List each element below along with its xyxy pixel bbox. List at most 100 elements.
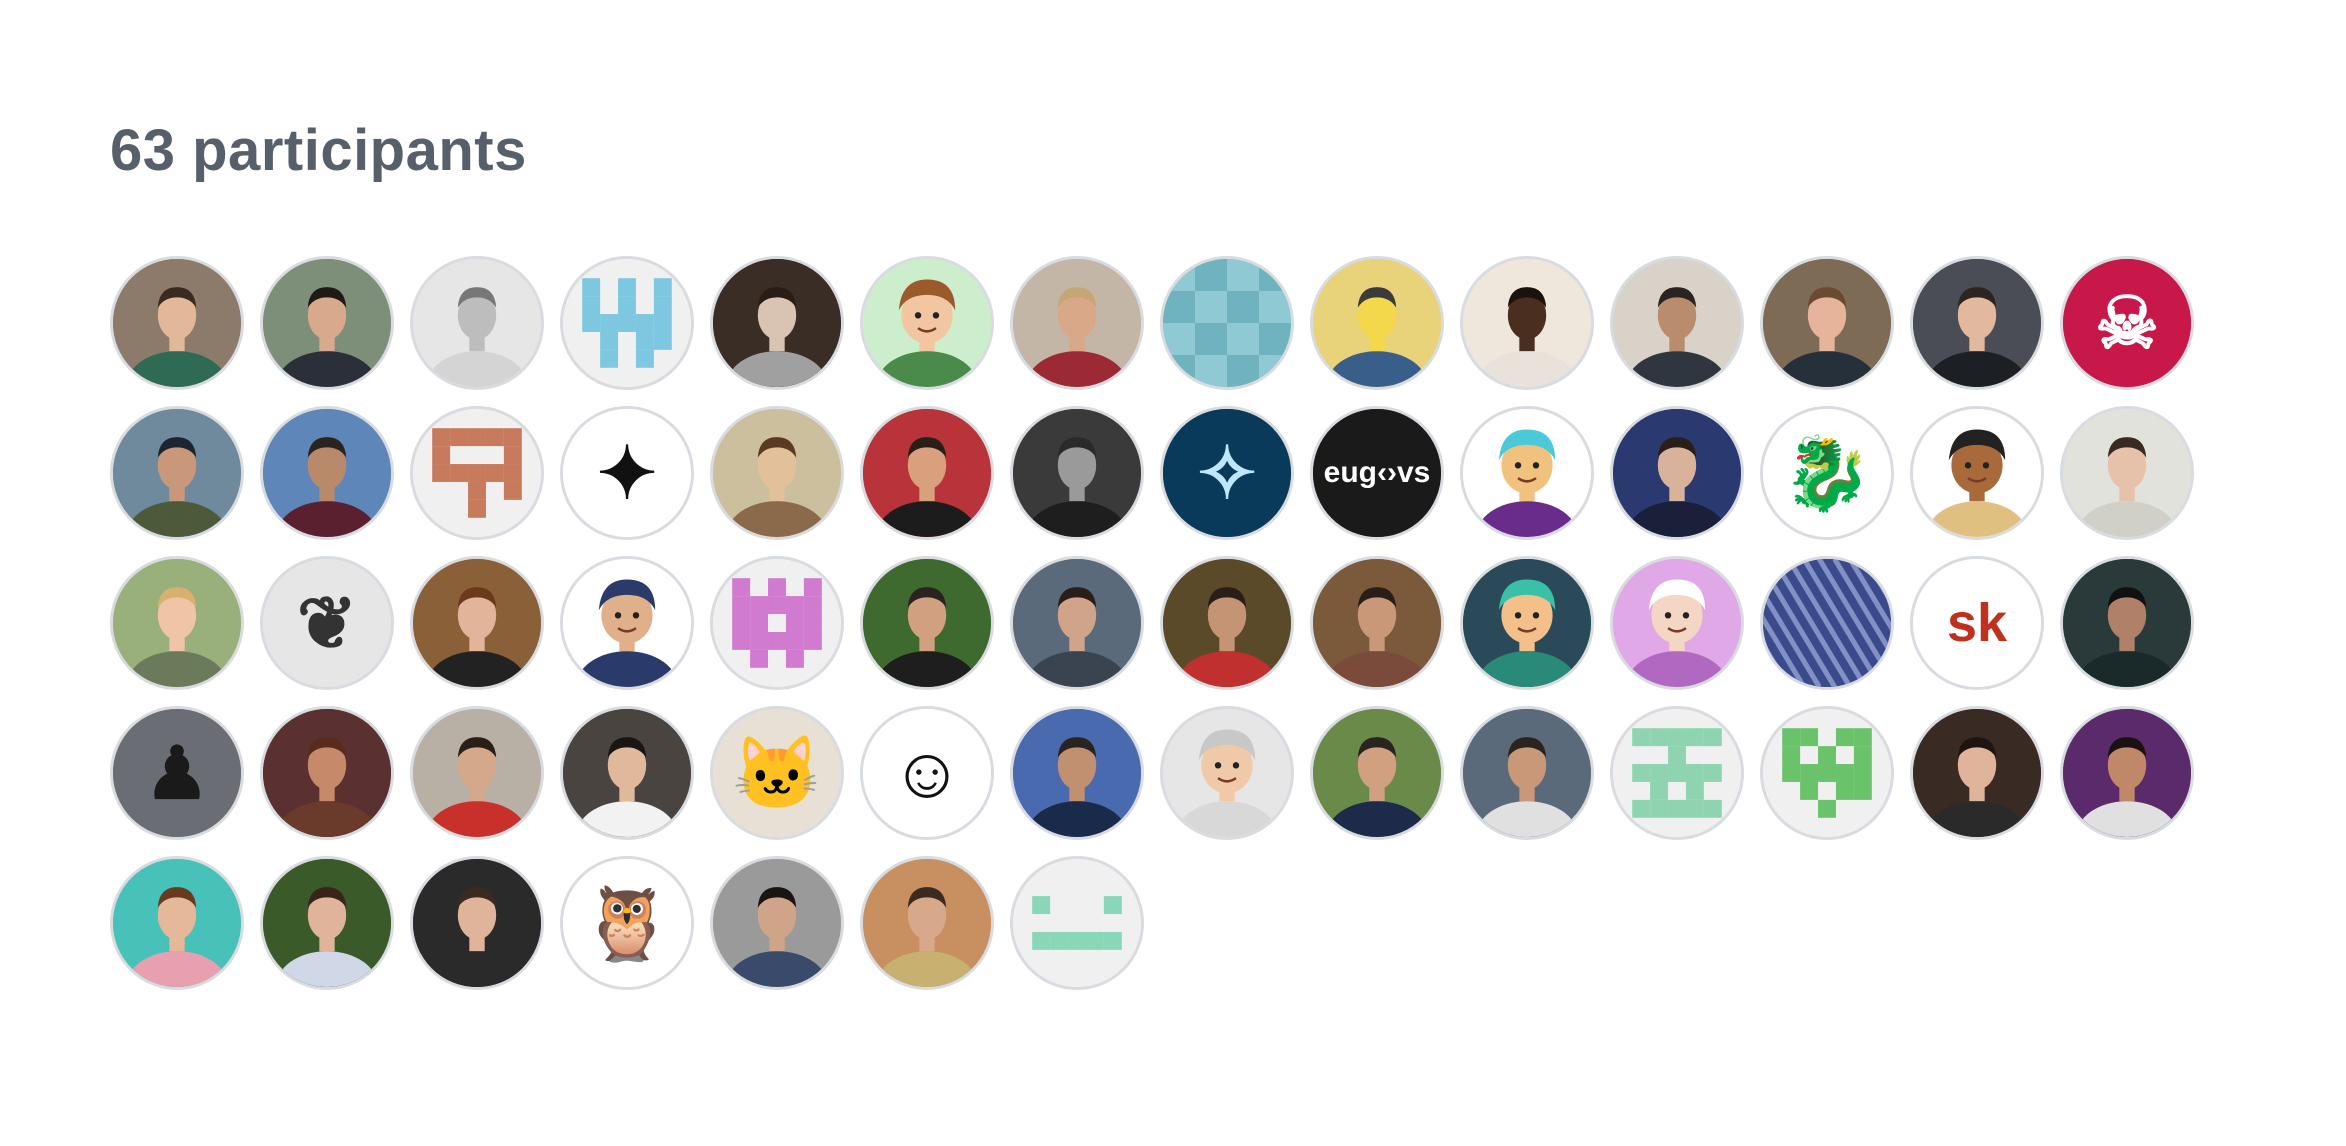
- avatar-image: [1313, 409, 1441, 537]
- avatar-image: [713, 709, 841, 837]
- avatar-image: [1763, 259, 1891, 387]
- avatar-glyph-icon: 🦉: [582, 883, 672, 964]
- avatar-image: [1613, 409, 1741, 537]
- avatar-image: [263, 859, 391, 987]
- participant-avatar[interactable]: ☠: [2060, 256, 2194, 390]
- participant-avatar[interactable]: [410, 256, 544, 390]
- participant-avatar[interactable]: [1910, 256, 2044, 390]
- participant-avatar[interactable]: [1010, 406, 1144, 540]
- avatar-image: [1763, 709, 1891, 837]
- participant-avatar[interactable]: [260, 856, 394, 990]
- participant-avatar[interactable]: [560, 256, 694, 390]
- participant-avatar[interactable]: [1910, 406, 2044, 540]
- avatar-image: [863, 409, 991, 537]
- participant-avatar[interactable]: [1010, 256, 1144, 390]
- participant-avatar[interactable]: [410, 406, 544, 540]
- avatar-image: [1913, 559, 2041, 687]
- participant-avatar[interactable]: [1610, 256, 1744, 390]
- participant-avatar[interactable]: [410, 706, 544, 840]
- avatar-image: [2063, 709, 2191, 837]
- participant-avatar[interactable]: [1010, 556, 1144, 690]
- avatar-image: [713, 259, 841, 387]
- avatar-glyph-icon: ♟: [144, 734, 210, 814]
- participant-avatar[interactable]: [560, 556, 694, 690]
- avatar-image: [263, 709, 391, 837]
- avatar-image: [1013, 559, 1141, 687]
- participants-heading: 63 participants: [110, 118, 527, 183]
- avatar-image: [563, 859, 691, 987]
- avatar-image: [1013, 259, 1141, 387]
- participant-avatar[interactable]: [110, 406, 244, 540]
- participant-avatar[interactable]: eug‹›vs: [1310, 406, 1444, 540]
- participant-avatar[interactable]: [560, 706, 694, 840]
- avatar-image: [413, 709, 541, 837]
- participant-avatar[interactable]: [1310, 556, 1444, 690]
- avatar-image: [1613, 709, 1741, 837]
- participant-avatar[interactable]: [2060, 406, 2194, 540]
- avatar-image: [713, 559, 841, 687]
- avatar-image: [713, 409, 841, 537]
- participant-avatar[interactable]: [1460, 706, 1594, 840]
- avatar-image: [113, 259, 241, 387]
- participant-avatar[interactable]: [1460, 256, 1594, 390]
- participant-avatar[interactable]: [260, 256, 394, 390]
- avatar-image: [113, 709, 241, 837]
- participant-avatar[interactable]: [1610, 556, 1744, 690]
- participant-avatar[interactable]: [1160, 556, 1294, 690]
- avatar-image: [1013, 409, 1141, 537]
- participant-avatar[interactable]: [1160, 706, 1294, 840]
- participant-avatar[interactable]: [860, 856, 994, 990]
- participant-avatar[interactable]: [410, 856, 544, 990]
- participant-avatar[interactable]: 🐱: [710, 706, 844, 840]
- participant-avatar[interactable]: [710, 556, 844, 690]
- avatar-image: [2063, 409, 2191, 537]
- participant-avatar[interactable]: [1910, 706, 2044, 840]
- avatar-image: [1013, 709, 1141, 837]
- avatar-label: eug‹›vs: [1323, 456, 1431, 489]
- participant-avatar[interactable]: [110, 556, 244, 690]
- participant-avatar[interactable]: [110, 856, 244, 990]
- participant-avatar[interactable]: ♟: [110, 706, 244, 840]
- participant-avatar[interactable]: ☺: [860, 706, 994, 840]
- avatar-image: [863, 259, 991, 387]
- participant-avatar[interactable]: [1760, 706, 1894, 840]
- participant-avatar[interactable]: [1460, 406, 1594, 540]
- avatar-image: [2063, 559, 2191, 687]
- participant-avatar[interactable]: [1610, 706, 1744, 840]
- participant-avatar[interactable]: [1310, 706, 1444, 840]
- participant-avatar[interactable]: [1460, 556, 1594, 690]
- participant-avatar[interactable]: [860, 256, 994, 390]
- participant-avatar[interactable]: [110, 256, 244, 390]
- participant-avatar[interactable]: 🐉: [1760, 406, 1894, 540]
- participant-avatar[interactable]: [1010, 706, 1144, 840]
- participant-avatar[interactable]: [2060, 706, 2194, 840]
- participant-avatar[interactable]: [260, 706, 394, 840]
- participant-avatar[interactable]: [860, 406, 994, 540]
- participant-avatar[interactable]: [2060, 556, 2194, 690]
- participant-avatar[interactable]: [710, 856, 844, 990]
- participant-avatar[interactable]: [710, 256, 844, 390]
- participant-avatar[interactable]: [1760, 556, 1894, 690]
- participant-avatar[interactable]: [260, 406, 394, 540]
- avatar-image: [413, 409, 541, 537]
- participant-avatar[interactable]: [1310, 256, 1444, 390]
- participant-avatar[interactable]: [1160, 256, 1294, 390]
- avatar-image: [113, 409, 241, 537]
- avatar-image: [563, 709, 691, 837]
- participant-avatar[interactable]: ❦: [260, 556, 394, 690]
- participant-avatar[interactable]: 🦉: [560, 856, 694, 990]
- participant-avatar[interactable]: sk: [1910, 556, 2044, 690]
- avatar-image: [1763, 559, 1891, 687]
- participant-avatar[interactable]: [860, 556, 994, 690]
- avatar-image: [1313, 559, 1441, 687]
- participant-avatar[interactable]: [710, 406, 844, 540]
- avatar-image: [1313, 709, 1441, 837]
- participant-avatar[interactable]: ✦: [560, 406, 694, 540]
- participant-avatar[interactable]: [410, 556, 544, 690]
- participant-avatar[interactable]: ✧: [1160, 406, 1294, 540]
- participant-avatar[interactable]: [1610, 406, 1744, 540]
- avatar-image: [1013, 859, 1141, 987]
- participant-avatar[interactable]: [1010, 856, 1144, 990]
- participant-avatar[interactable]: [1760, 256, 1894, 390]
- avatar-image: [1463, 259, 1591, 387]
